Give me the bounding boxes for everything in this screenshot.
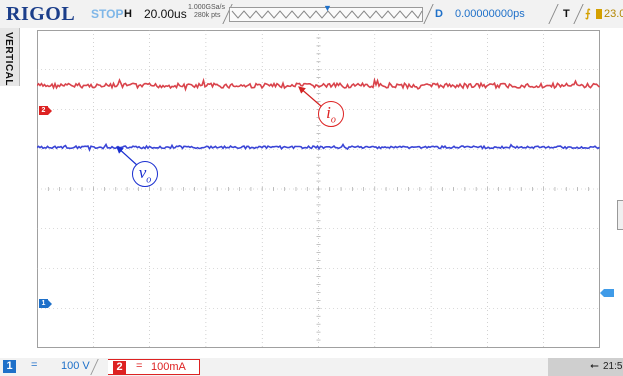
graticule bbox=[37, 30, 600, 348]
ch2-scale[interactable]: 100mA bbox=[151, 361, 186, 373]
top-status-bar: RIGOL STOP H 20.00us 1.000GSa/s 280k pts… bbox=[0, 0, 623, 28]
trigger-source-icon bbox=[596, 9, 602, 19]
voltage-annotation: vo bbox=[132, 161, 158, 187]
memory-overview-bar[interactable]: ▼ bbox=[229, 3, 423, 22]
ch2-badge[interactable]: 2 bbox=[113, 361, 126, 374]
trigger-level-marker[interactable] bbox=[600, 289, 614, 297]
ch1-trace bbox=[37, 142, 600, 153]
side-menu-handle[interactable] bbox=[617, 200, 623, 230]
voltage-symbol: v bbox=[138, 163, 147, 182]
ch2-settings[interactable] bbox=[108, 359, 200, 375]
ch2-trace bbox=[37, 77, 600, 92]
annotation-arrows bbox=[116, 86, 323, 167]
ch1-scale[interactable]: 100 V bbox=[61, 360, 90, 372]
clock: 21:5 bbox=[603, 361, 623, 372]
waveform-plot bbox=[37, 30, 600, 348]
ch1-badge[interactable]: 1 bbox=[3, 360, 16, 373]
voltage-subscript: o bbox=[146, 174, 152, 186]
current-symbol: i bbox=[326, 103, 331, 122]
usb-icon: ⭠ bbox=[590, 360, 599, 372]
current-annotation: io bbox=[318, 101, 344, 127]
memory-waveform-preview bbox=[231, 10, 423, 19]
trigger-label: T bbox=[563, 8, 570, 20]
ch1-offset-marker[interactable]: 1 bbox=[39, 299, 52, 308]
trigger-level[interactable]: 23.0 V bbox=[604, 8, 623, 20]
ch2-coupling: = bbox=[136, 360, 143, 372]
divider bbox=[573, 4, 584, 24]
divider bbox=[423, 4, 434, 24]
horizontal-label: H bbox=[124, 8, 132, 20]
vertical-tab-label: VERTICAL bbox=[3, 32, 14, 86]
traces bbox=[37, 77, 600, 153]
ch2-offset-marker[interactable]: 2 bbox=[39, 106, 52, 115]
run-stop-state[interactable]: STOP bbox=[91, 7, 124, 21]
brand-logo: RIGOL bbox=[6, 3, 76, 25]
divider bbox=[548, 4, 559, 24]
ch1-coupling: = bbox=[31, 359, 38, 371]
waveform-display[interactable] bbox=[37, 30, 600, 348]
current-subscript: o bbox=[330, 114, 336, 126]
current-arrow bbox=[298, 86, 323, 108]
system-status-area bbox=[548, 358, 623, 376]
memory-depth: 280k pts bbox=[194, 12, 221, 19]
trigger-position-marker[interactable]: ▼ bbox=[323, 3, 332, 13]
sample-rate: 1.000GSa/s bbox=[188, 4, 225, 11]
vertical-menu-tab[interactable]: VERTICAL bbox=[0, 28, 20, 86]
timebase-value[interactable]: 20.00us bbox=[144, 7, 187, 21]
rising-edge-icon: ⨍ bbox=[585, 8, 591, 20]
delay-label: D bbox=[435, 8, 443, 20]
bottom-status-bar: 1 = 100 V 2 = 100mA ⭠ 21:5 bbox=[0, 358, 623, 376]
voltage-arrow bbox=[116, 146, 139, 167]
delay-value[interactable]: 0.00000000ps bbox=[455, 8, 525, 20]
